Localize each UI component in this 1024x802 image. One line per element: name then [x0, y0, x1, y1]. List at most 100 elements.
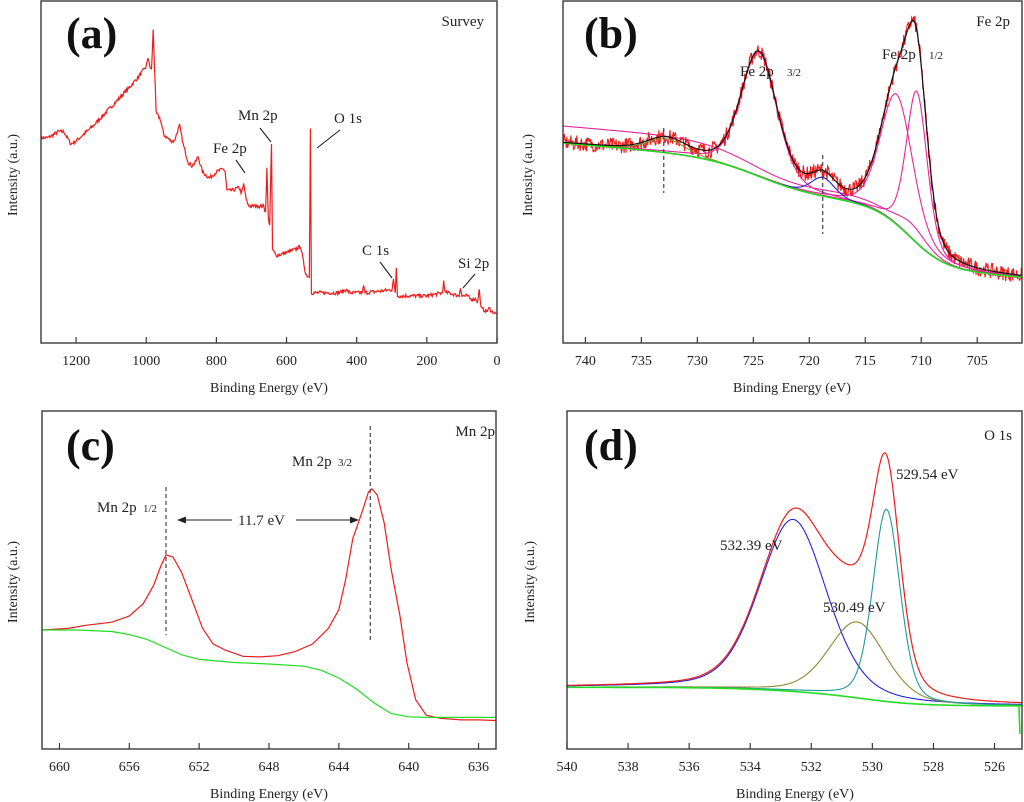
panel-d-label: (d) — [584, 421, 638, 470]
x-tick-label: 644 — [328, 760, 349, 775]
panel-a-annotations: Mn 2p Fe 2p O 1s C 1s Si 2p — [213, 108, 489, 289]
panel-d-xlabel: Binding Energy (eV) — [736, 787, 854, 802]
x-tick-label: 200 — [416, 354, 437, 369]
arrow-c1s — [379, 261, 393, 279]
annotation-fe2p12-sub: 1/2 — [929, 50, 943, 62]
x-tick-label: 730 — [687, 354, 708, 369]
envelope-fit-line — [567, 452, 1022, 704]
annotation-fe2p12-main: Fe 2p — [882, 47, 916, 63]
panel-d-title: O 1s — [984, 428, 1012, 444]
annotation-mn2p12: Mn 2p 1/2 — [97, 500, 157, 516]
panel-d-o1s: 540 538 536 534 532 530 528 526 (d) O 1s Bindin… — [523, 410, 1023, 802]
component-fe-2p1-2-line — [563, 51, 1022, 278]
x-tick-label: 536 — [679, 760, 700, 775]
panel-c-plot-area — [42, 426, 496, 722]
panel-b-frame — [562, 0, 1023, 344]
panel-a-x-ticks: 1200 1000 800 600 400 200 0 — [62, 337, 501, 369]
panel-b-label: (b) — [584, 9, 638, 58]
arrowhead-left — [177, 516, 186, 524]
background-line — [567, 686, 1022, 707]
panel-c-series — [42, 488, 496, 722]
arrow-si2p — [462, 273, 476, 289]
x-tick-label: 725 — [743, 354, 764, 369]
x-tick-label: 640 — [398, 760, 419, 775]
annotation-si2p: Si 2p — [458, 256, 489, 272]
panel-c-mn2p: 660 656 652 648 644 640 636 (c) Mn 2p Binding … — [6, 410, 497, 802]
annotation-fe2p32: Fe 2p 3/2 — [740, 64, 801, 80]
annotation-fe2p32-main: Fe 2p — [740, 64, 774, 80]
x-tick-label: 1000 — [132, 354, 160, 369]
panel-d-plot-area — [567, 452, 1022, 734]
annotation-mn2p32-sub: 3/2 — [338, 457, 352, 469]
x-tick-label: 526 — [984, 760, 1005, 775]
x-tick-label: 534 — [740, 760, 761, 775]
panel-c-xlabel: Binding Energy (eV) — [210, 787, 328, 802]
fe-shakeup-component-line — [563, 125, 1022, 278]
panel-a-series — [41, 29, 497, 315]
arrow-fe2p — [235, 159, 246, 174]
x-tick-label: 540 — [557, 760, 578, 775]
panel-a-label: (a) — [66, 9, 117, 58]
panel-d-series — [567, 452, 1022, 734]
x-tick-label: 0 — [494, 354, 501, 369]
panel-c-label: (c) — [66, 421, 115, 470]
panel-b-x-ticks: 740 735 730 725 720 715 710 705 — [575, 337, 988, 369]
x-tick-label: 528 — [923, 760, 944, 775]
arrowhead-right — [350, 516, 359, 524]
background-tail-line — [1018, 705, 1021, 734]
panel-d-ylabel: Intensity (a.u.) — [523, 541, 538, 623]
x-tick-label: 800 — [206, 354, 227, 369]
x-tick-label: 705 — [967, 354, 988, 369]
x-tick-label: 530 — [862, 760, 883, 775]
x-tick-label: 710 — [911, 354, 932, 369]
panel-a-title: Survey — [442, 14, 485, 30]
x-tick-label: 715 — [855, 354, 876, 369]
panel-a-plot-area — [41, 29, 497, 315]
splitting-label: 11.7 eV — [238, 513, 285, 529]
panel-b-ylabel: Intensity (a.u.) — [521, 134, 536, 216]
x-tick-label: 652 — [189, 760, 210, 775]
panel-c-title: Mn 2p — [455, 424, 495, 440]
panel-a-xlabel: Binding Energy (eV) — [210, 381, 328, 396]
x-tick-label: 1200 — [62, 354, 90, 369]
arrow-o1s — [316, 129, 341, 149]
panel-b-series — [563, 15, 1022, 282]
survey-spectrum-line — [41, 29, 497, 315]
background-line — [563, 142, 1022, 278]
component-530-49-ev-line — [567, 621, 1022, 706]
x-tick-label: 400 — [346, 354, 367, 369]
component-fe-2p3-2-fe3--line — [563, 93, 1022, 277]
annotation-mn2p32: Mn 2p 3/2 — [292, 454, 352, 470]
panel-b-fe2p: 740 735 730 725 720 715 710 705 (b) Fe 2p Bindi… — [521, 0, 1023, 396]
annotation-o1s: O 1s — [334, 111, 362, 127]
annotation-fe2p: Fe 2p — [213, 141, 247, 157]
annotation-c1s: C 1s — [362, 243, 389, 259]
panel-b-title: Fe 2p — [976, 14, 1010, 30]
panel-c-ylabel: Intensity (a.u.) — [6, 541, 21, 623]
annotation-mn2p12-sub: 1/2 — [143, 503, 157, 515]
x-tick-label: 600 — [276, 354, 297, 369]
splitting-arrow: 11.7 eV — [177, 513, 359, 529]
panel-d-frame — [566, 410, 1023, 750]
x-tick-label: 720 — [799, 354, 820, 369]
annotation-fe2p32-sub: 3/2 — [787, 67, 801, 79]
annotation-529-54: 529.54 eV — [896, 467, 959, 483]
annotation-mn2p12-main: Mn 2p — [97, 500, 137, 516]
envelope-fit-line — [563, 19, 1022, 276]
x-tick-label: 636 — [468, 760, 489, 775]
annotation-fe2p12: Fe 2p 1/2 — [882, 47, 943, 63]
panel-d-x-ticks: 540 538 536 534 532 530 528 526 — [557, 743, 1005, 775]
annotation-mn2p32-main: Mn 2p — [292, 454, 332, 470]
panel-b-xlabel: Binding Energy (eV) — [733, 381, 851, 396]
panel-a-ylabel: Intensity (a.u.) — [6, 134, 21, 216]
x-tick-label: 740 — [575, 354, 596, 369]
arrow-mn2p — [259, 127, 272, 143]
annotation-530-49: 530.49 eV — [823, 600, 886, 616]
panel-a-frame — [40, 0, 498, 344]
x-tick-label: 648 — [259, 760, 280, 775]
annotation-532-39: 532.39 eV — [720, 538, 783, 554]
background-line — [42, 629, 496, 718]
x-tick-label: 656 — [119, 760, 140, 775]
mn-2p-spectrum-line — [42, 488, 496, 722]
